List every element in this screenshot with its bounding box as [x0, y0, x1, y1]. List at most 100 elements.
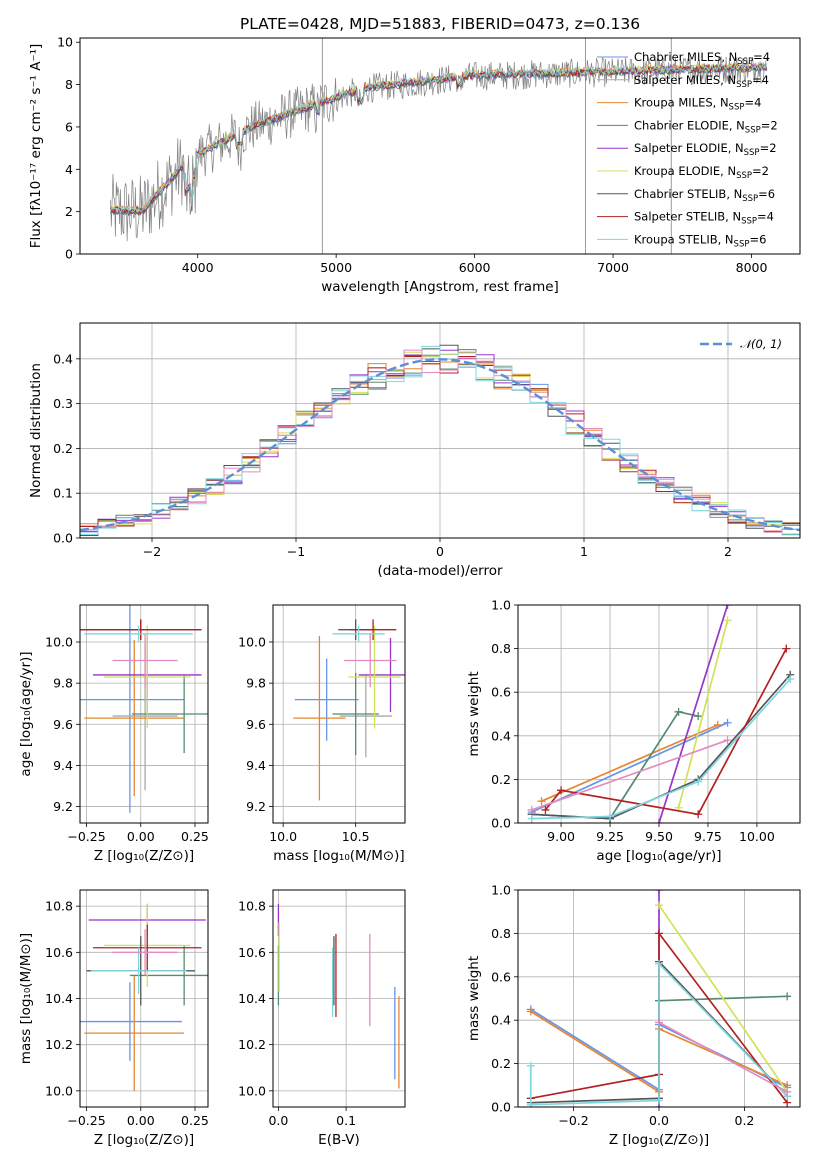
- panel-spectrum: Chabrier MILES, NSSP =4 Salpeter MILES, NS…: [28, 35, 801, 295]
- y-tick-label: 10.0: [238, 635, 266, 650]
- x-axis-label: Z [log₁₀(Z/Z⊙)]: [609, 1132, 709, 1148]
- legend-label: Kroupa MILES, NSSP=4: [634, 96, 761, 113]
- series-line: [541, 724, 719, 802]
- series-line: [531, 721, 728, 813]
- y-axis-label: age [log₁₀(age/yr)]: [18, 651, 34, 776]
- histogram-step: [80, 345, 800, 538]
- errorbar-point: [80, 982, 182, 1061]
- y-axis-label: Normed distribution: [28, 363, 44, 498]
- y-axis-label: mass [log₁₀(M/M⊙)]: [18, 933, 34, 1064]
- x-tick-label: 10.0: [269, 829, 297, 844]
- series-marker: [723, 736, 732, 745]
- series-marker: [537, 797, 546, 806]
- y-tick-label: 10.6: [45, 945, 73, 960]
- y-tick-label: 9.2: [246, 799, 266, 814]
- series-marker: [655, 1096, 663, 1105]
- series-marker: [783, 1087, 792, 1096]
- x-tick-label: 0.1: [336, 1113, 356, 1128]
- plot-area: [273, 890, 405, 1107]
- y-tick-label: 0.2: [491, 1056, 511, 1071]
- axes-frame: [272, 604, 406, 824]
- legend-name: Chabrier MILES, N: [634, 50, 737, 64]
- legend-name: Chabrier STELIB, N: [634, 187, 742, 201]
- legend-tail: =2: [761, 118, 778, 132]
- x-tick-label: 0.0: [649, 1113, 669, 1128]
- x-tick-label: 0.2: [735, 1113, 755, 1128]
- series-marker: [526, 1007, 535, 1016]
- errorbar-point: [294, 658, 359, 741]
- series-marker: [694, 810, 703, 819]
- errorbar-point: [103, 625, 191, 729]
- x-tick-label: −2: [143, 544, 161, 559]
- y-tick-label: 6: [65, 119, 73, 134]
- x-tick-label: −0.25: [67, 829, 105, 844]
- x-axis-label: E(B-V): [318, 1132, 360, 1148]
- series-marker: [655, 959, 663, 968]
- series-marker: [526, 1100, 535, 1107]
- y-tick-label: 0.0: [491, 816, 511, 831]
- series-marker: [655, 901, 663, 910]
- series-marker: [723, 616, 732, 625]
- x-tick-label: 2: [724, 544, 732, 559]
- legend-label: Chabrier ELODIE, NSSP=2: [634, 118, 778, 135]
- x-tick-label: 9.75: [694, 829, 722, 844]
- legend-sub: SSP: [737, 57, 753, 67]
- x-tick-label: 7000: [597, 260, 629, 275]
- axes-frame: [79, 37, 801, 255]
- errorbar-point: [80, 619, 202, 640]
- plot-area: [518, 890, 800, 1107]
- series-marker: [526, 1061, 535, 1070]
- panel-mass_vs_EBV: 0.0 0.1 10.0 10.2 10.4 10.6 10.8 E(B-V): [238, 889, 406, 1148]
- x-tick-label: 6000: [459, 260, 491, 275]
- y-tick-label: 0: [65, 247, 73, 262]
- y-tick-label: 0.2: [491, 772, 511, 787]
- series-marker: [694, 712, 703, 721]
- y-tick-label: 10.0: [238, 1083, 266, 1098]
- legend-tail: =4: [744, 96, 761, 110]
- x-axis-label: wavelength [Angstrom, rest frame]: [321, 279, 559, 295]
- legend-label: 𝒩(0, 1): [740, 337, 782, 351]
- legend-tail: =2: [752, 164, 769, 178]
- y-tick-label: 0.6: [491, 685, 511, 700]
- y-tick-label: 10.0: [45, 635, 73, 650]
- series-marker: [783, 992, 792, 1001]
- plot-area: [110, 38, 768, 254]
- series-marker: [541, 805, 550, 814]
- plot-area: [80, 323, 800, 538]
- errorbar-point: [132, 674, 208, 754]
- series-marker: [527, 814, 536, 823]
- legend-label: Salpeter MILES, NSSP=4: [634, 73, 769, 90]
- series: [526, 959, 792, 1107]
- series-marker: [655, 819, 663, 823]
- y-tick-label: 10.4: [238, 991, 266, 1006]
- errorbar-point: [348, 625, 401, 729]
- legend-label: Salpeter ELODIE, NSSP=2: [634, 141, 777, 158]
- y-axis-label: mass weight: [466, 956, 482, 1041]
- y-axis-label: mass weight: [466, 671, 482, 756]
- series-marker: [655, 890, 663, 894]
- y-tick-label: 10.2: [238, 1037, 266, 1052]
- x-tick-label: 0.00: [127, 829, 155, 844]
- x-tick-label: 10.5: [342, 829, 370, 844]
- errorbar-point: [90, 947, 187, 994]
- y-tick-label: 10.0: [45, 1083, 73, 1098]
- y-tick-label: 1.0: [491, 883, 511, 898]
- errorbar-point: [84, 625, 193, 643]
- model-spectrum: [110, 61, 768, 214]
- series: [655, 605, 732, 823]
- panel-massweight_vs_age: 9.00 9.25 9.50 9.75 10.00 0.0 0.2 0.4 0.6 0.8 1.0 a…: [466, 598, 801, 864]
- series-marker: [723, 605, 732, 609]
- legend-tail: =2: [760, 141, 777, 155]
- plot-area: [80, 605, 208, 823]
- legend-name: Kroupa STELIB, N: [634, 232, 734, 246]
- histogram-step: [80, 356, 800, 538]
- x-tick-label: −1: [287, 544, 305, 559]
- y-axis-label: Flux [fλ10⁻¹⁷ erg cm⁻² s⁻¹ A⁻¹]: [28, 44, 44, 249]
- legend-name: Kroupa MILES, N: [634, 96, 729, 110]
- errorbar-point: [93, 924, 202, 971]
- x-tick-label: 5000: [320, 260, 352, 275]
- errorbar-point: [358, 637, 405, 712]
- y-tick-label: 10.4: [45, 991, 73, 1006]
- x-axis-label: Z [log₁₀(Z/Z⊙)]: [94, 1132, 194, 1148]
